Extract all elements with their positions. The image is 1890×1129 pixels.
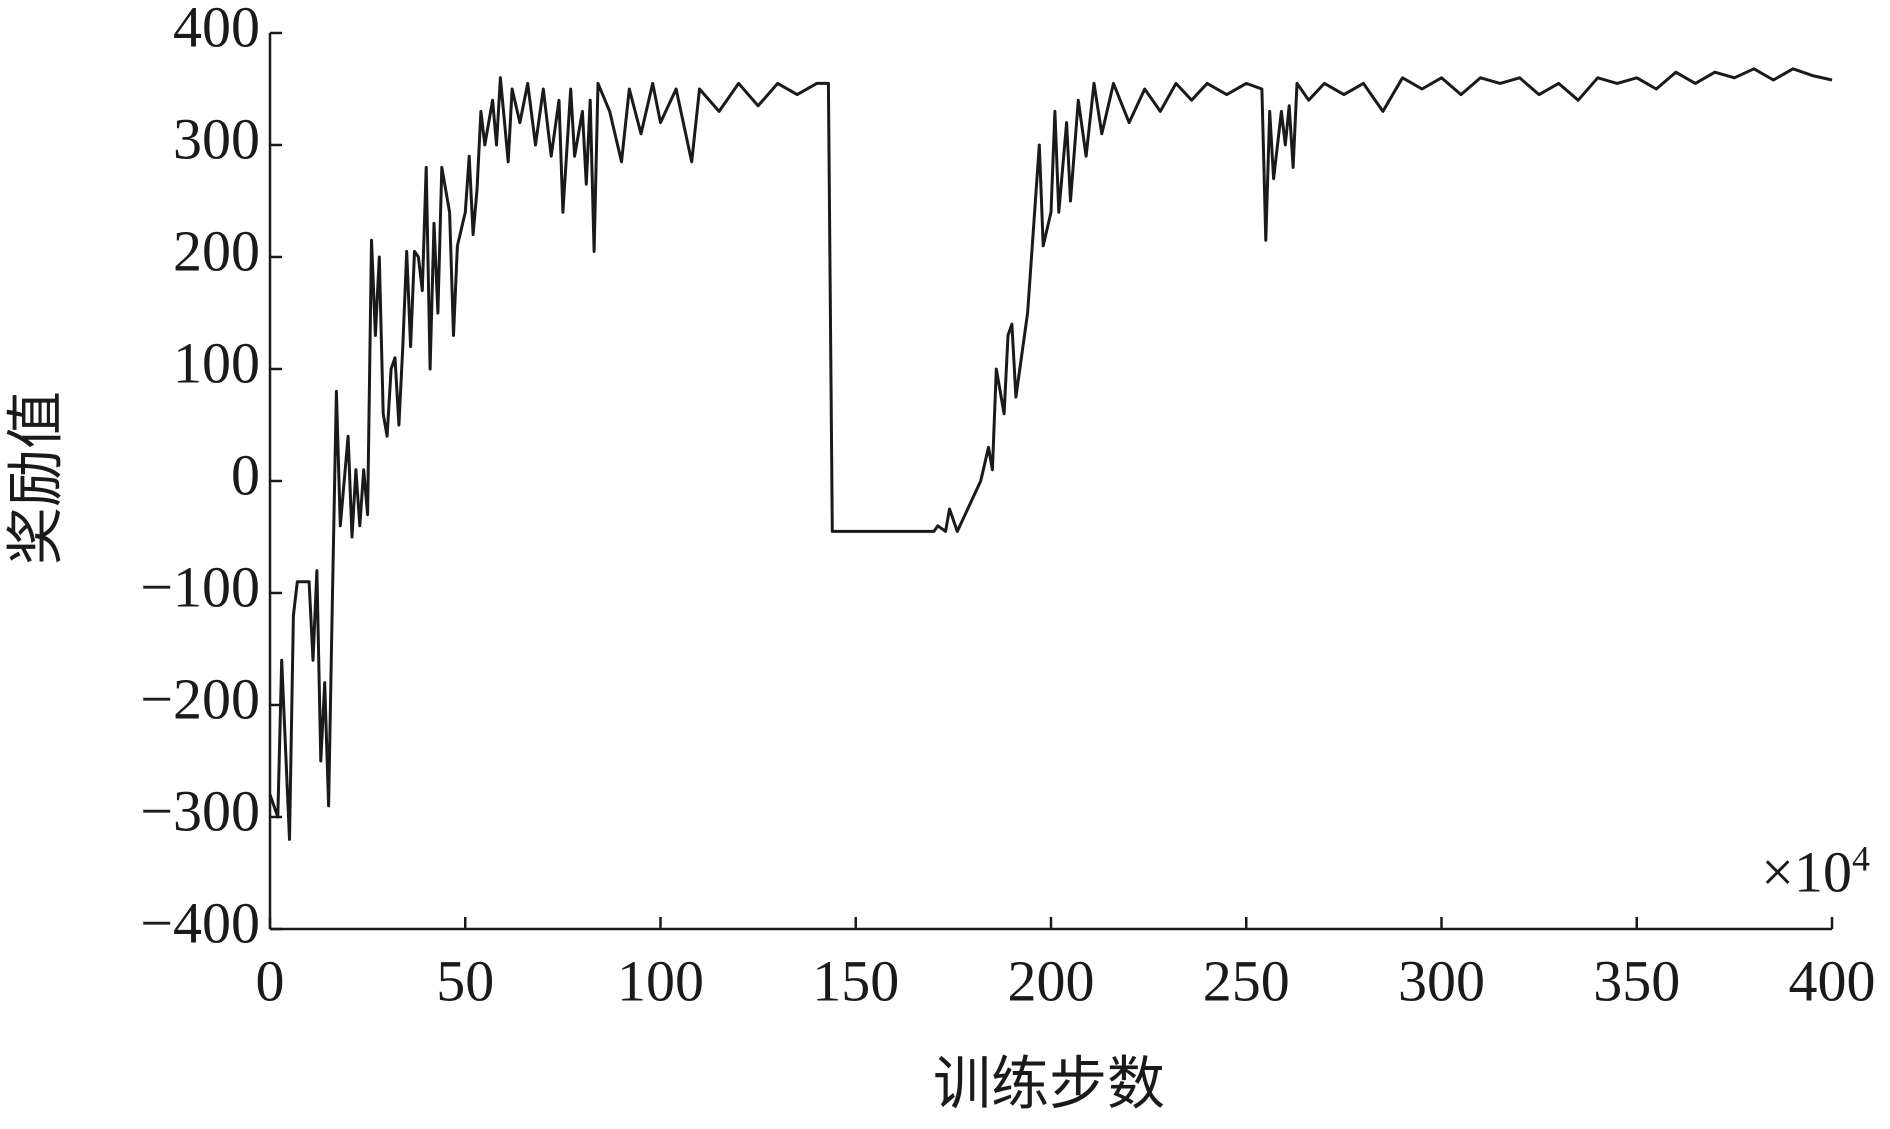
y-tick-label: 0 — [231, 442, 260, 507]
x-tick-label: 300 — [1398, 948, 1485, 1013]
x-multiplier-exp: 4 — [1852, 838, 1870, 878]
x-axis-title: 训练步数 — [933, 1051, 1165, 1116]
y-tick-label: 100 — [173, 330, 260, 395]
x-tick-label: 400 — [1789, 948, 1876, 1013]
y-tick-label: −100 — [140, 554, 260, 619]
y-tick-label: 300 — [173, 106, 260, 171]
x-tick-label: 50 — [436, 948, 494, 1013]
x-multiplier: ×10 — [1761, 839, 1852, 904]
y-tick-label: 400 — [173, 0, 260, 59]
y-tick-label: 200 — [173, 218, 260, 283]
x-tick-label: 150 — [812, 948, 899, 1013]
y-tick-label: −200 — [140, 666, 260, 731]
data-line — [268, 67, 1833, 841]
x-tick-label: 200 — [1008, 948, 1095, 1013]
x-tick-label: 100 — [617, 948, 704, 1013]
y-tick-label: −400 — [140, 890, 260, 955]
y-tick-label: −300 — [140, 778, 260, 843]
x-tick-label: 0 — [256, 948, 285, 1013]
y-axis-title: 奖励值 — [3, 391, 68, 565]
x-tick-label: 350 — [1593, 948, 1680, 1013]
x-tick-label: 250 — [1203, 948, 1290, 1013]
